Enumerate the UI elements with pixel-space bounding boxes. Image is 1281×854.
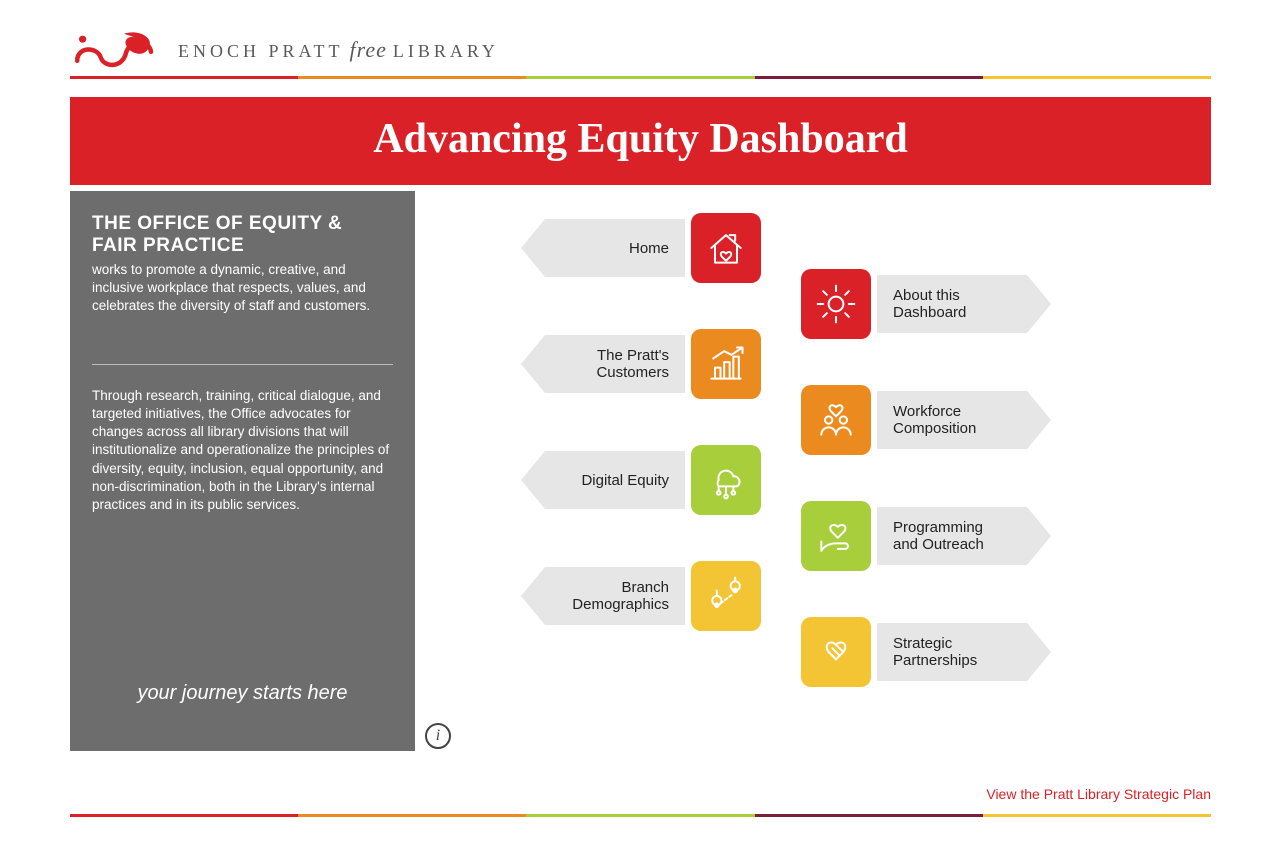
library-logo-icon <box>70 30 160 70</box>
sidebar-divider <box>92 364 393 365</box>
page-title: Advancing Equity Dashboard <box>70 97 1211 185</box>
nav-item-label: About this Dashboard <box>877 275 1027 333</box>
info-icon[interactable]: i <box>425 723 451 749</box>
nav-item-hand-heart[interactable]: Programming and Outreach <box>801 501 1027 571</box>
nav-item-label: Programming and Outreach <box>877 507 1027 565</box>
sidebar-panel: THE OFFICE OF EQUITY & FAIR PRACTICE wor… <box>70 191 415 751</box>
sidebar-body: Through research, training, critical dia… <box>92 387 393 515</box>
nav-item-label: Workforce Composition <box>877 391 1027 449</box>
brand-header: ENOCH PRATT free LIBRARY <box>70 30 1211 76</box>
nav-item-sun[interactable]: About this Dashboard <box>801 269 1027 339</box>
strategic-plan-link[interactable]: View the Pratt Library Strategic Plan <box>70 786 1211 802</box>
sidebar-tagline: your journey starts here <box>70 682 415 705</box>
nav-item-people[interactable]: Workforce Composition <box>801 385 1027 455</box>
nav-item-handshake[interactable]: Strategic Partnerships <box>801 617 1027 687</box>
chart-icon <box>691 329 761 399</box>
nav-item-label: Strategic Partnerships <box>877 623 1027 681</box>
nav-item-label: Home <box>545 219 685 277</box>
sun-icon <box>801 269 871 339</box>
nav-column-right: About this Dashboard Workforce Compositio… <box>801 269 1027 687</box>
nav-item-label: The Pratt's Customers <box>545 335 685 393</box>
nav-item-chart[interactable]: The Pratt's Customers <box>545 329 761 399</box>
nav-item-cloud-network[interactable]: Digital Equity <box>545 445 761 515</box>
home-icon <box>691 213 761 283</box>
main-content: THE OFFICE OF EQUITY & FAIR PRACTICE wor… <box>70 191 1211 751</box>
nav-item-label: Digital Equity <box>545 451 685 509</box>
handshake-icon <box>801 617 871 687</box>
cloud-network-icon <box>691 445 761 515</box>
nav-item-label: Branch Demographics <box>545 567 685 625</box>
nav-item-pins[interactable]: Branch Demographics <box>545 561 761 631</box>
brand-wordmark: ENOCH PRATT free LIBRARY <box>178 37 499 63</box>
sidebar-intro: works to promote a dynamic, creative, an… <box>92 261 393 316</box>
people-icon <box>801 385 871 455</box>
nav-column-left: Home The Pratt's Customers Digital Equity B… <box>545 213 761 687</box>
sidebar-heading: THE OFFICE OF EQUITY & FAIR PRACTICE <box>92 213 393 257</box>
brand-free: free <box>350 37 387 63</box>
brand-post: LIBRARY <box>393 41 499 62</box>
hand-heart-icon <box>801 501 871 571</box>
top-color-strip <box>70 76 1211 79</box>
pins-icon <box>691 561 761 631</box>
bottom-color-strip <box>70 814 1211 817</box>
nav-area: Home The Pratt's Customers Digital Equity B… <box>415 191 1211 687</box>
nav-item-home[interactable]: Home <box>545 213 761 283</box>
brand-pre: ENOCH PRATT <box>178 41 344 62</box>
